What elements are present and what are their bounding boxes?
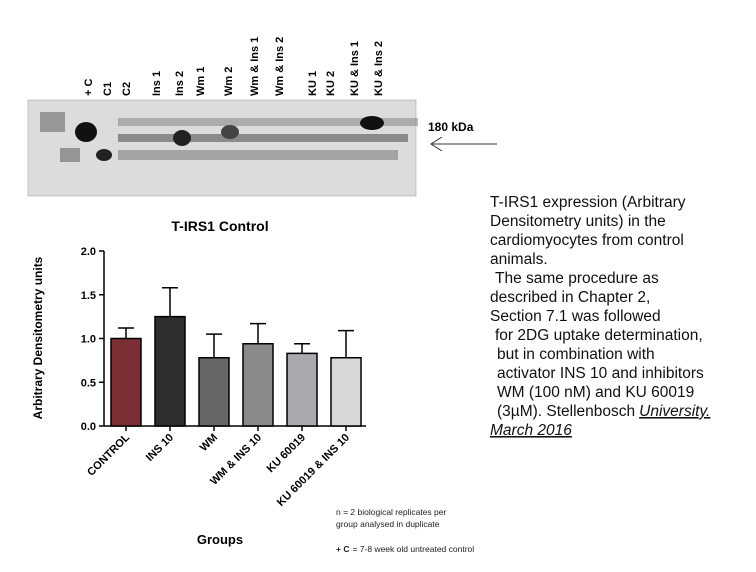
x-tick-label: CONTROL <box>85 431 132 478</box>
notes: n = 2 biological replicates per group an… <box>336 507 474 554</box>
blot-membrane <box>28 100 416 196</box>
lane-label: KU 1 <box>307 71 319 96</box>
bar <box>154 315 186 427</box>
band <box>96 149 112 161</box>
bar <box>110 337 142 427</box>
lane-label: Ins 2 <box>174 71 186 96</box>
band <box>60 148 80 162</box>
lane-label: Wm 2 <box>223 67 235 96</box>
caption-line: animals. <box>490 251 548 268</box>
y-axis-label: Arbitrary Densitometry units <box>31 256 45 419</box>
lane-label: KU 2 <box>325 71 337 96</box>
caption-line: (3µM). Stellenbosch University. <box>497 403 710 420</box>
x-tick-label: KU 60019 & INS 10 <box>275 432 352 509</box>
western-blot <box>27 99 418 197</box>
y-tick-label: 0.0 <box>81 421 96 433</box>
bar <box>286 352 318 427</box>
lane-label: Wm & Ins 1 <box>249 37 261 96</box>
lane-label: KU & Ins 2 <box>373 41 385 96</box>
source-link: University. <box>639 403 710 420</box>
caption-line: for 2DG uptake determination, <box>495 327 703 344</box>
y-tick-label: 2.0 <box>81 246 96 258</box>
band <box>118 118 418 126</box>
note-key: + C <box>336 544 349 554</box>
band <box>173 130 191 146</box>
caption-line: cardiomyocytes from control <box>490 232 684 249</box>
blot-frame <box>27 99 417 197</box>
x-tick-label: INS 10 <box>144 432 176 464</box>
band <box>118 150 398 160</box>
lane-label: + C <box>83 79 95 96</box>
y-tick-label: 1.0 <box>81 334 96 346</box>
x-tick-label: KU 60019 <box>265 432 309 476</box>
caption-line: but in combination with <box>497 346 655 363</box>
y-tick-label: 0.5 <box>81 377 96 389</box>
y-tick-label: 1.5 <box>81 290 96 302</box>
bar <box>198 357 230 427</box>
caption-line: The same procedure as <box>495 270 659 287</box>
caption-line: WM (100 nM) and KU 60019 <box>497 384 694 401</box>
bar <box>330 357 362 427</box>
caption-line: T-IRS1 expression (Arbitrary <box>490 194 686 211</box>
caption-line: Densitometry units) in the <box>490 213 666 230</box>
caption-text: (3µM). Stellenbosch <box>497 403 635 420</box>
marker-label: 180 kDa <box>428 120 474 134</box>
note: n = 2 biological replicates per <box>336 507 446 517</box>
note: group analysed in duplicate <box>336 519 440 529</box>
band <box>118 134 408 142</box>
caption-line: Section 7.1 was followed <box>490 308 661 325</box>
lane-label: Wm & Ins 2 <box>274 37 286 96</box>
caption-line: activator INS 10 and inhibitors <box>497 365 704 382</box>
lane-label: C2 <box>121 82 133 96</box>
caption-line: described in Chapter 2, <box>490 289 650 306</box>
x-tick-label: WM <box>198 432 220 454</box>
band <box>40 112 65 132</box>
x-axis-label: Groups <box>197 532 243 547</box>
caption: T-IRS1 expression (Arbitrary Densitometry… <box>490 194 710 439</box>
lane-label: Wm 1 <box>195 67 207 96</box>
band <box>360 116 384 130</box>
source-link: March 2016 <box>490 422 572 439</box>
lane-label: C1 <box>102 82 114 96</box>
note-text: = 7-8 week old untreated control <box>352 544 474 554</box>
marker-arrow <box>430 136 497 152</box>
lane-labels: + C C1 C2 Ins 1 Ins 2 Wm 1 Wm 2 Wm & Ins 1 Wm & … <box>83 37 385 96</box>
band <box>221 125 239 139</box>
bar <box>242 343 274 427</box>
band <box>75 122 97 142</box>
lane-label: KU & Ins 1 <box>349 41 361 96</box>
note: + C = 7-8 week old untreated control <box>336 544 474 554</box>
lane-label: Ins 1 <box>151 71 163 96</box>
chart-title: T-IRS1 Control <box>171 218 268 234</box>
